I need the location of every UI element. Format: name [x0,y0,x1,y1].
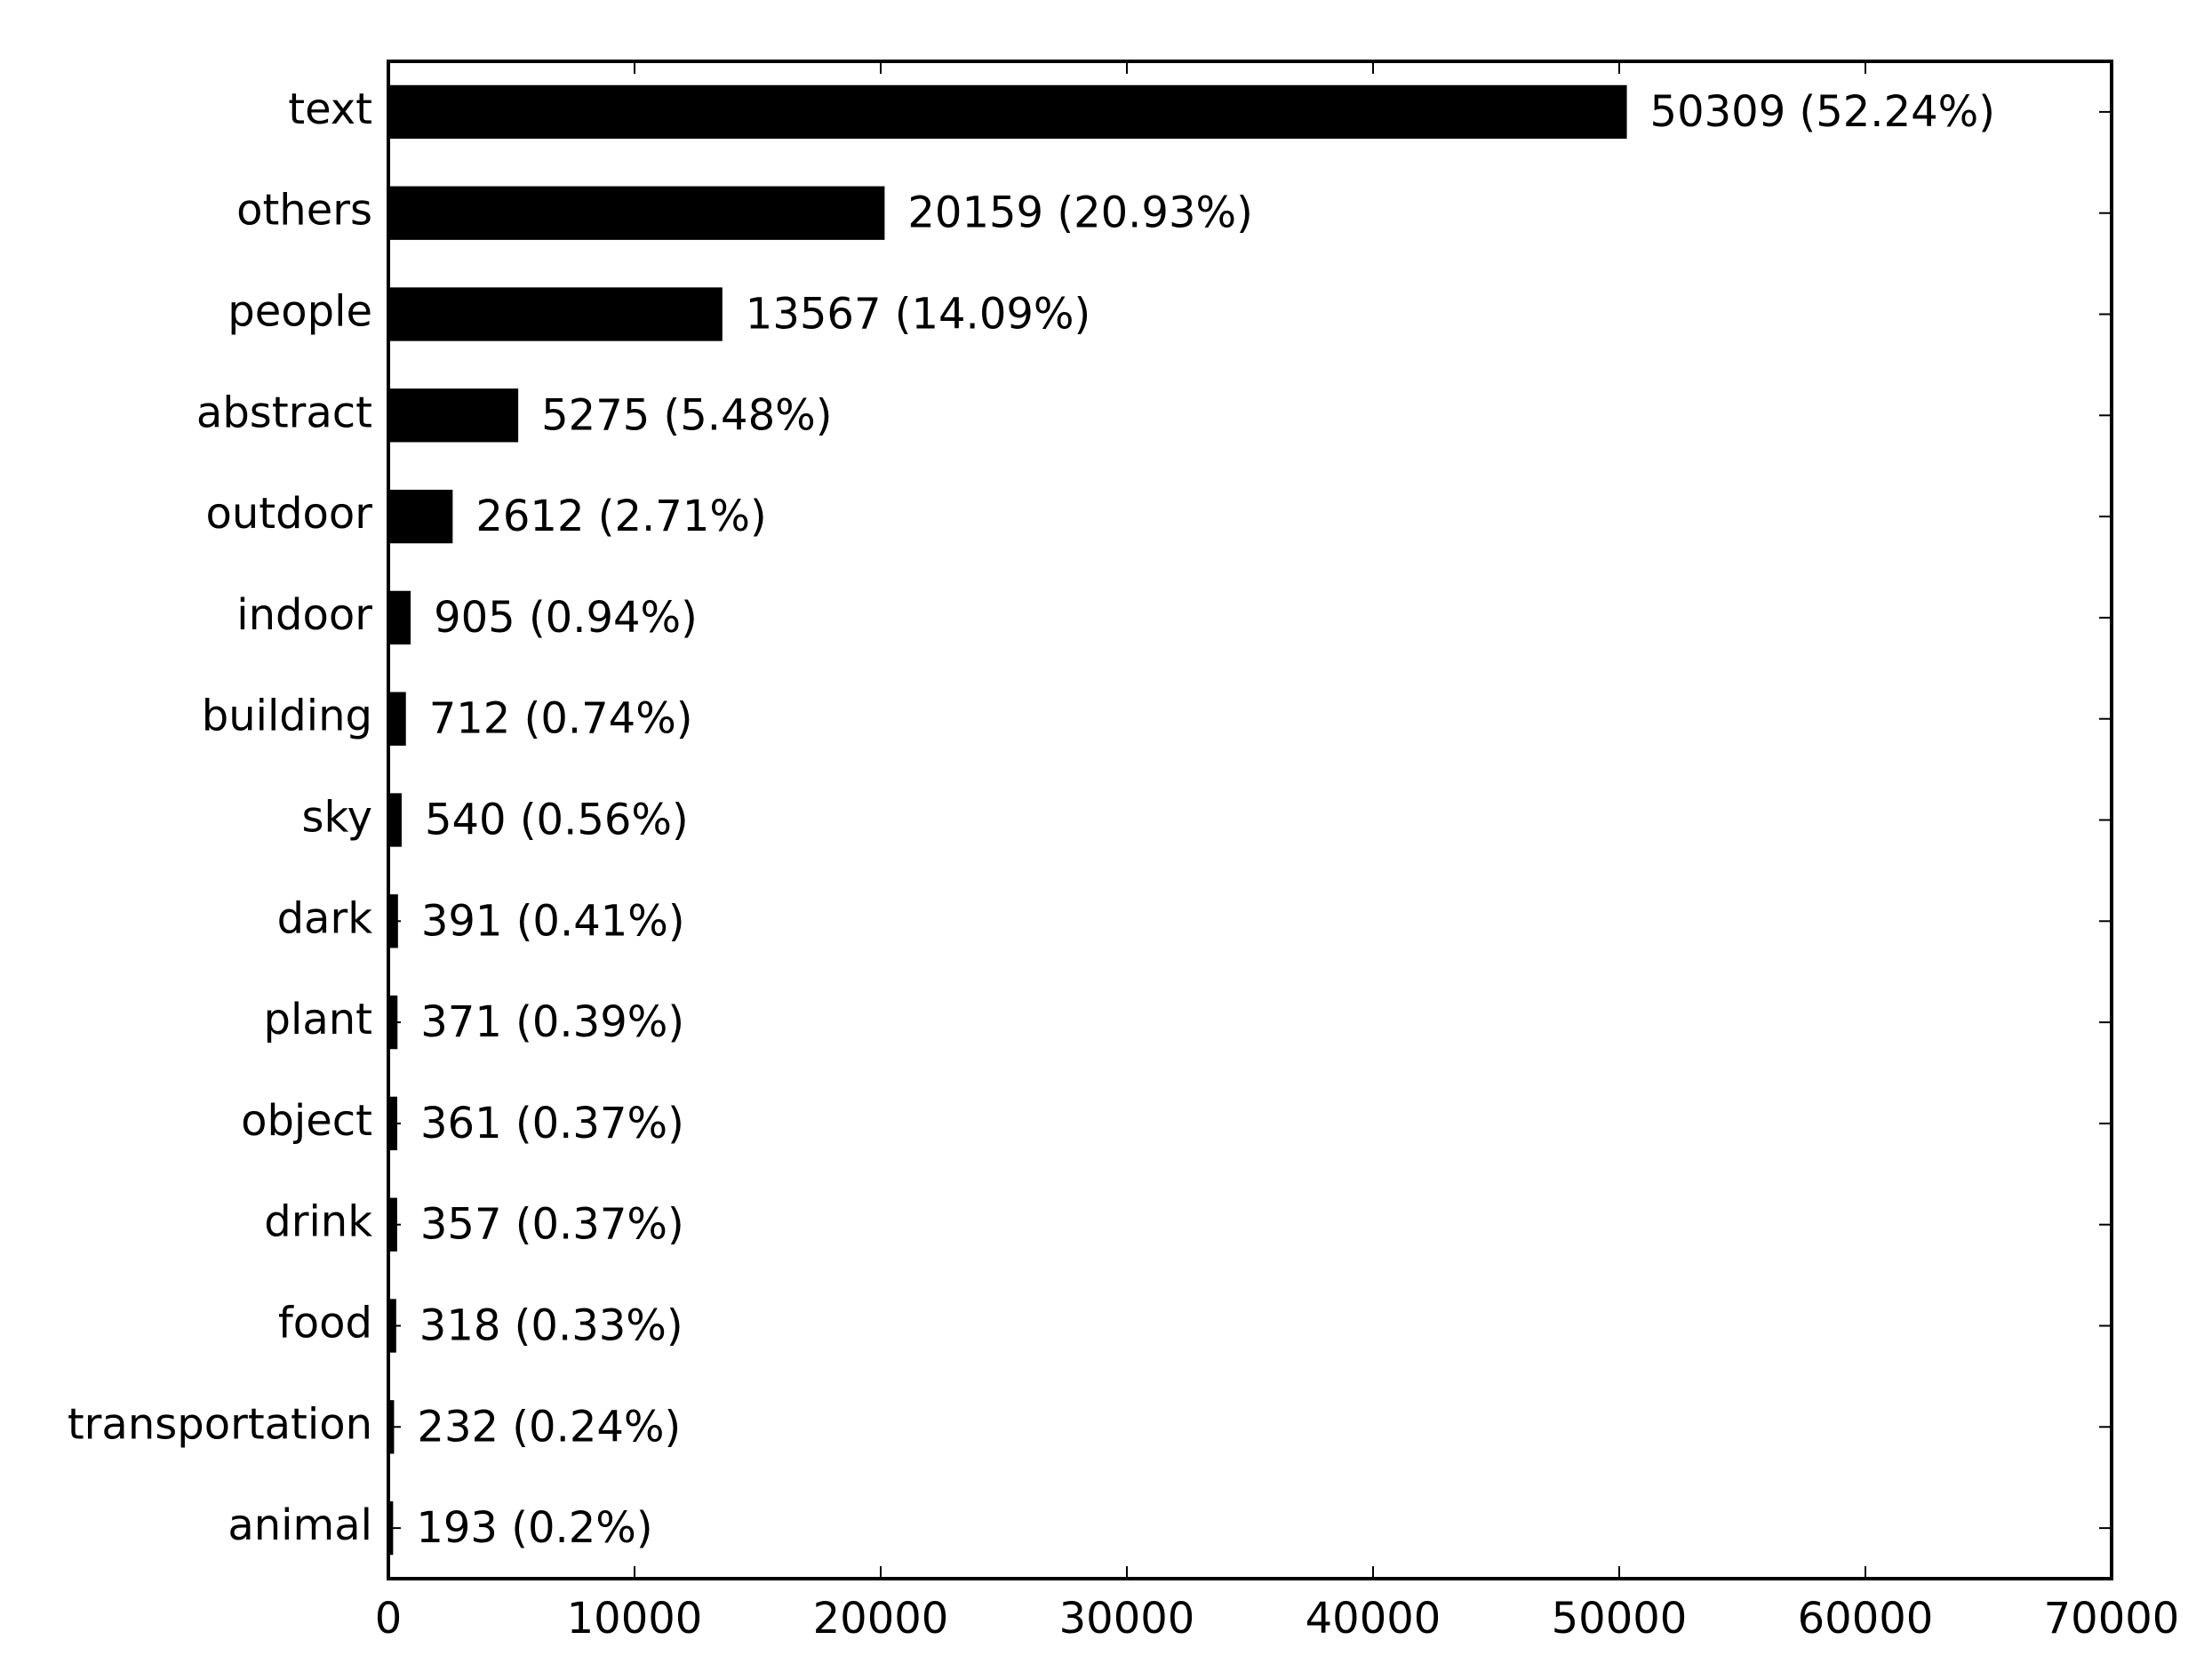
value-label: 50309 (52.24%) [1650,87,1995,137]
bar [388,692,406,746]
value-label: 20159 (20.93%) [907,188,1252,238]
value-label: 712 (0.74%) [429,694,693,744]
y-tick-label: transportation [68,1399,372,1449]
value-label: 357 (0.37%) [420,1200,684,1250]
y-tick-label: sky [302,793,373,843]
x-tick-label: 10000 [567,1594,703,1644]
value-label: 232 (0.24%) [417,1402,681,1452]
value-label: 318 (0.33%) [419,1301,683,1351]
y-tick-label: animal [228,1500,372,1550]
plot-frame [387,60,2113,1580]
y-tick-label: others [236,186,372,236]
x-tick-label: 70000 [2044,1594,2180,1644]
value-label: 371 (0.39%) [420,997,684,1047]
y-tick-label: text [288,84,372,134]
y-tick-label: building [202,692,372,741]
bar [388,793,402,847]
y-tick-label: drink [264,1197,372,1247]
value-label: 2612 (2.71%) [475,492,766,541]
x-tick-label: 40000 [1306,1594,1441,1644]
bar [388,1500,394,1556]
y-tick-label: abstract [196,388,372,437]
y-tick-label: outdoor [205,489,372,539]
y-tick-label: people [228,287,372,337]
bar [388,1197,397,1252]
value-label: 361 (0.37%) [420,1099,684,1148]
bar [388,489,453,544]
value-label: 391 (0.41%) [421,896,685,946]
bar [388,894,398,948]
x-tick-label: 0 [375,1594,403,1644]
x-tick-label: 20000 [813,1594,949,1644]
bar [388,590,411,645]
bar [388,287,723,341]
y-tick-label: plant [264,995,372,1044]
x-tick-label: 30000 [1059,1594,1195,1644]
value-label: 5275 (5.48%) [541,390,832,440]
bar [388,995,398,1050]
y-tick-label: dark [277,893,373,943]
value-label: 540 (0.56%) [425,796,689,845]
y-tick-label: object [241,1096,372,1146]
bar [388,1400,395,1454]
bar [388,1096,397,1151]
bar [388,388,519,443]
x-tick-label: 50000 [1552,1594,1688,1644]
bar [388,84,1627,140]
value-label: 905 (0.94%) [434,593,698,643]
x-tick-label: 60000 [1798,1594,1934,1644]
value-label: 193 (0.2%) [416,1503,652,1553]
value-label: 13567 (14.09%) [746,290,1090,340]
y-tick-label: indoor [236,590,372,640]
y-tick-label: food [278,1299,372,1348]
bar [388,186,885,240]
bar [388,1299,396,1353]
